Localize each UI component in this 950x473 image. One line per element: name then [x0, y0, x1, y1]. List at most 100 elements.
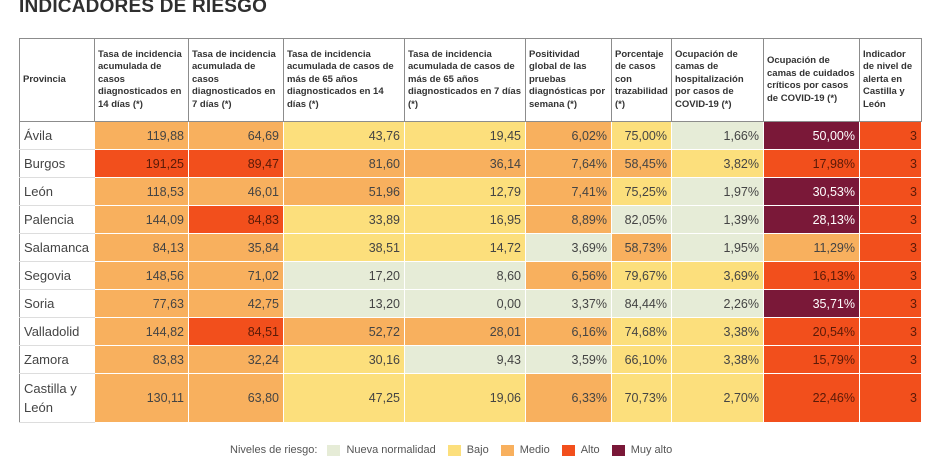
value-cell: 130,11 — [94, 373, 189, 423]
province-cell: Palencia — [19, 205, 95, 234]
table-row: Zamora 83,83 32,24 30,16 9,43 3,59% 66,10% 3,38… — [19, 345, 922, 374]
value-cell: 3 — [859, 177, 922, 206]
value-cell: 58,73% — [611, 233, 672, 262]
value-cell: 47,25 — [283, 373, 405, 423]
legend-swatch — [447, 444, 461, 456]
value-cell: 6,33% — [525, 373, 612, 423]
legend-text: Nueva normalidad — [346, 444, 436, 456]
table-row: Burgos 191,25 89,47 81,60 36,14 7,64% 58,45% 3,… — [19, 149, 922, 178]
value-cell: 51,96 — [283, 177, 405, 206]
column-header: Tasa de incidencia acumulada de casos de… — [404, 38, 526, 122]
column-header: Provincia — [19, 38, 95, 122]
value-cell: 1,97% — [671, 177, 764, 206]
value-cell: 77,63 — [94, 289, 189, 318]
value-cell: 32,24 — [188, 345, 284, 374]
table-row: León 118,53 46,01 51,96 12,79 7,41% 75,25% 1,97… — [19, 177, 922, 206]
value-cell: 46,01 — [188, 177, 284, 206]
province-cell: Segovia — [19, 261, 95, 290]
value-cell: 3 — [859, 289, 922, 318]
value-cell: 43,76 — [283, 121, 405, 150]
legend-label: Niveles de riesgo: — [230, 444, 318, 456]
value-cell: 38,51 — [283, 233, 405, 262]
value-cell: 2,26% — [671, 289, 764, 318]
province-cell: León — [19, 177, 95, 206]
value-cell: 50,00% — [763, 121, 860, 150]
value-cell: 17,20 — [283, 261, 405, 290]
legend-item-alto: Alto — [561, 444, 600, 456]
value-cell: 16,95 — [404, 205, 526, 234]
value-cell: 17,98% — [763, 149, 860, 178]
value-cell: 1,66% — [671, 121, 764, 150]
legend-items: Nueva normalidad Bajo Medio Alto Muy alto — [327, 444, 684, 456]
column-header: Ocupación de camas de hospitalización po… — [671, 38, 764, 122]
value-cell: 3,59% — [525, 345, 612, 374]
value-cell: 11,29% — [763, 233, 860, 262]
value-cell: 84,83 — [188, 205, 284, 234]
table-body: Ávila 119,88 64,69 43,76 19,45 6,02% 75,00% 1,6… — [19, 121, 922, 423]
value-cell: 35,71% — [763, 289, 860, 318]
table-row: Salamanca 84,13 35,84 38,51 14,72 3,69% 58,73%… — [19, 233, 922, 262]
legend-swatch — [500, 444, 514, 456]
table-row: Ávila 119,88 64,69 43,76 19,45 6,02% 75,00% 1,6… — [19, 121, 922, 150]
value-cell: 3 — [859, 205, 922, 234]
value-cell: 2,70% — [671, 373, 764, 423]
value-cell: 3,69% — [525, 233, 612, 262]
value-cell: 1,95% — [671, 233, 764, 262]
value-cell: 75,00% — [611, 121, 672, 150]
value-cell: 16,13% — [763, 261, 860, 290]
value-cell: 89,47 — [188, 149, 284, 178]
value-cell: 81,60 — [283, 149, 405, 178]
value-cell: 7,64% — [525, 149, 612, 178]
value-cell: 58,45% — [611, 149, 672, 178]
value-cell: 19,06 — [404, 373, 526, 423]
legend-item-bajo: Bajo — [447, 444, 489, 456]
table-row: Castilla y León 130,11 63,80 47,25 19,06 6,33… — [19, 373, 922, 423]
risk-indicators-table: Provincia Tasa de incidencia acumulada de… — [19, 38, 922, 423]
value-cell: 35,84 — [188, 233, 284, 262]
province-cell: Ávila — [19, 121, 95, 150]
value-cell: 52,72 — [283, 317, 405, 346]
value-cell: 13,20 — [283, 289, 405, 318]
risk-legend: Niveles de riesgo: Nueva normalidad Bajo M… — [230, 444, 684, 456]
legend-text: Muy alto — [630, 444, 673, 456]
legend-text: Medio — [519, 444, 550, 456]
value-cell: 3,69% — [671, 261, 764, 290]
value-cell: 12,79 — [404, 177, 526, 206]
value-cell: 63,80 — [188, 373, 284, 423]
value-cell: 64,69 — [188, 121, 284, 150]
value-cell: 30,16 — [283, 345, 405, 374]
value-cell: 6,02% — [525, 121, 612, 150]
value-cell: 19,45 — [404, 121, 526, 150]
value-cell: 28,13% — [763, 205, 860, 234]
value-cell: 119,88 — [94, 121, 189, 150]
value-cell: 6,56% — [525, 261, 612, 290]
province-cell: Castilla y León — [19, 373, 95, 423]
value-cell: 191,25 — [94, 149, 189, 178]
value-cell: 83,83 — [94, 345, 189, 374]
value-cell: 118,53 — [94, 177, 189, 206]
page-title: INDICADORES DE RIESGO — [19, 0, 268, 17]
value-cell: 3 — [859, 121, 922, 150]
value-cell: 8,60 — [404, 261, 526, 290]
province-cell: Valladolid — [19, 317, 95, 346]
value-cell: 144,09 — [94, 205, 189, 234]
province-cell: Salamanca — [19, 233, 95, 262]
province-cell: Soria — [19, 289, 95, 318]
column-header: Porcentaje de casos con trazabilidad (*) — [611, 38, 672, 122]
table-header-row: Provincia Tasa de incidencia acumulada de… — [19, 38, 922, 122]
value-cell: 66,10% — [611, 345, 672, 374]
value-cell: 14,72 — [404, 233, 526, 262]
value-cell: 7,41% — [525, 177, 612, 206]
value-cell: 3 — [859, 261, 922, 290]
value-cell: 36,14 — [404, 149, 526, 178]
legend-swatch — [611, 444, 625, 456]
table-row: Palencia 144,09 84,83 33,89 16,95 8,89% 82,05%… — [19, 205, 922, 234]
column-header: Tasa de incidencia acumulada de casos de… — [283, 38, 405, 122]
value-cell: 42,75 — [188, 289, 284, 318]
value-cell: 6,16% — [525, 317, 612, 346]
value-cell: 144,82 — [94, 317, 189, 346]
value-cell: 75,25% — [611, 177, 672, 206]
value-cell: 20,54% — [763, 317, 860, 346]
legend-item-muyalto: Muy alto — [611, 444, 673, 456]
value-cell: 3 — [859, 373, 922, 423]
